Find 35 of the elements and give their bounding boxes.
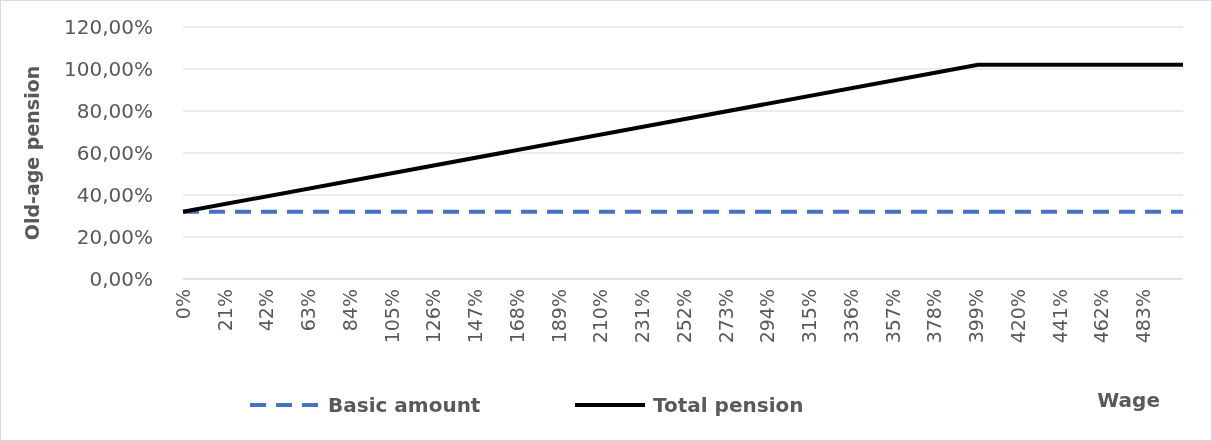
x-tick-label: 483% — [1132, 289, 1155, 344]
x-tick-label: 378% — [923, 289, 946, 344]
y-tick-label: 40,00% — [76, 183, 153, 207]
x-tick-label: 441% — [1048, 289, 1071, 344]
x-tick-label: 105% — [380, 289, 403, 344]
x-tick-label: 126% — [422, 289, 445, 344]
legend-label: Basic amount — [328, 393, 481, 417]
x-tick-label: 252% — [672, 289, 695, 344]
y-tick-label: 0,00% — [89, 267, 153, 291]
x-tick-label: 147% — [464, 289, 487, 344]
x-tick-label: 0% — [172, 289, 194, 320]
x-tick-label: 462% — [1090, 289, 1113, 344]
legend-label: Total pension — [653, 393, 804, 417]
x-axis-title: Wage — [1097, 388, 1160, 412]
x-tick-label: 231% — [631, 289, 654, 344]
x-tick-label: 21% — [213, 289, 236, 332]
y-tick-label: 60,00% — [76, 141, 153, 165]
x-tick-label: 84% — [339, 289, 361, 332]
x-tick-label: 63% — [297, 289, 320, 332]
x-tick-label: 42% — [255, 289, 278, 332]
x-tick-label: 273% — [714, 289, 737, 344]
y-tick-label: 100,00% — [64, 57, 153, 81]
x-tick-label: 210% — [589, 289, 612, 344]
x-tick-label: 315% — [798, 289, 821, 344]
x-tick-label: 294% — [756, 289, 779, 344]
y-tick-label: 80,00% — [76, 99, 153, 123]
x-tick-label: 189% — [547, 289, 570, 344]
y-tick-label: 120,00% — [64, 15, 153, 39]
x-tick-label: 357% — [881, 289, 904, 344]
x-tick-label: 399% — [965, 289, 988, 344]
x-tick-label: 336% — [839, 289, 862, 344]
x-tick-label: 420% — [1006, 289, 1029, 344]
y-tick-label: 20,00% — [76, 225, 153, 249]
x-tick-label: 168% — [506, 289, 528, 344]
y-axis-title: Old-age pension — [21, 65, 43, 241]
